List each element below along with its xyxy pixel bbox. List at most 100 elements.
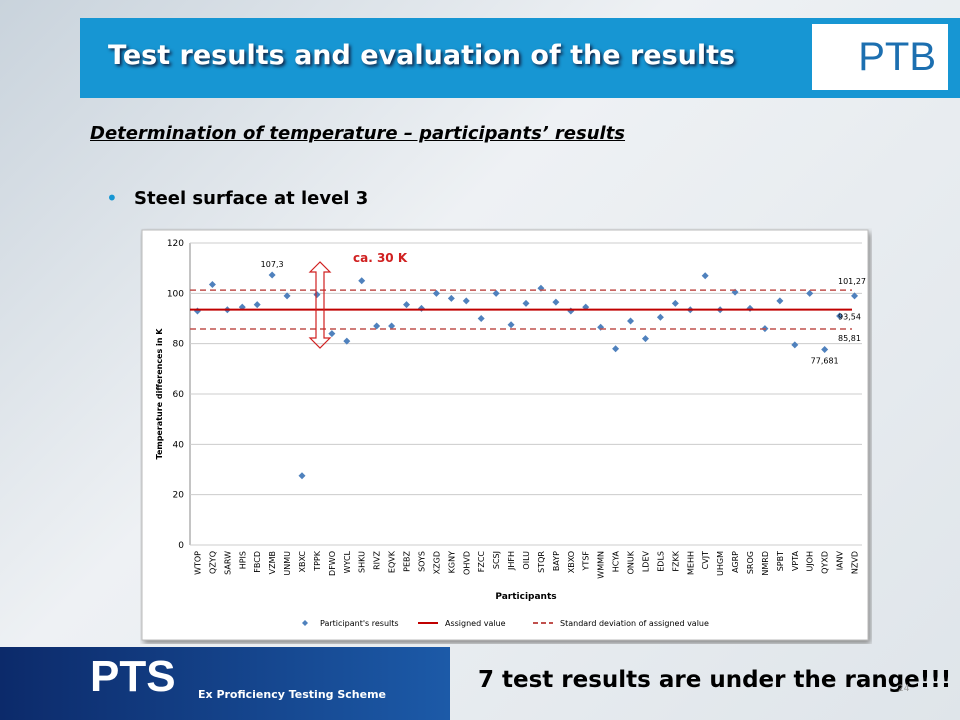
x-tick-label: CVJT bbox=[701, 551, 710, 569]
x-tick-label: QYXD bbox=[821, 551, 830, 574]
legend-label: Assigned value bbox=[445, 619, 506, 628]
value-label: 101,27 bbox=[838, 277, 866, 286]
x-tick-label: VZMB bbox=[268, 551, 277, 574]
legend-label: Participant's results bbox=[320, 619, 399, 628]
slide-title: Test results and evaluation of the resul… bbox=[108, 40, 736, 71]
x-tick-label: OILU bbox=[522, 551, 531, 570]
data-point bbox=[268, 271, 276, 279]
x-tick-label: MEHH bbox=[686, 551, 695, 575]
data-point bbox=[358, 277, 366, 285]
data-point bbox=[403, 301, 411, 309]
y-tick-label: 60 bbox=[173, 390, 185, 400]
x-tick-label: NZVD bbox=[851, 551, 860, 574]
x-tick-label: SOYS bbox=[417, 551, 426, 572]
subtitle: Determination of temperature – participa… bbox=[90, 123, 626, 144]
data-point bbox=[388, 322, 396, 330]
x-tick-label: ONUK bbox=[627, 550, 636, 574]
x-tick-label: UHGM bbox=[716, 551, 725, 576]
data-point bbox=[373, 322, 381, 330]
x-tick-label: TPPK bbox=[313, 550, 322, 572]
data-point bbox=[821, 346, 829, 354]
value-label: 93,54 bbox=[838, 313, 861, 322]
x-tick-label: PEBZ bbox=[403, 550, 412, 571]
x-tick-label: UNMU bbox=[283, 551, 292, 576]
data-point bbox=[537, 284, 545, 292]
data-point bbox=[656, 313, 664, 321]
x-tick-label: KGNY bbox=[447, 551, 456, 573]
chart-frame bbox=[141, 229, 869, 641]
x-axis-label: Participants bbox=[495, 592, 556, 602]
x-tick-label: RIVZ bbox=[373, 550, 382, 569]
data-point bbox=[701, 272, 709, 280]
x-tick-label: STQR bbox=[537, 551, 546, 573]
data-point bbox=[253, 301, 261, 309]
x-tick-label: AGRP bbox=[731, 551, 740, 573]
x-tick-label: SROG bbox=[746, 551, 755, 574]
x-tick-label: FZCC bbox=[477, 551, 486, 573]
y-tick-label: 40 bbox=[173, 440, 185, 450]
data-point bbox=[462, 297, 470, 305]
value-label: 85,81 bbox=[838, 334, 861, 343]
range-arrow bbox=[308, 261, 332, 349]
x-tick-label: OHVD bbox=[462, 551, 471, 575]
data-point bbox=[791, 341, 799, 349]
data-point bbox=[492, 289, 500, 297]
x-tick-label: SCSJ bbox=[492, 551, 501, 569]
x-tick-label: HPIS bbox=[238, 551, 247, 569]
x-tick-label: SARW bbox=[223, 551, 232, 575]
x-tick-label: BAYP bbox=[552, 551, 561, 571]
data-point bbox=[746, 304, 754, 312]
data-point bbox=[836, 312, 844, 320]
scheme-name: Ex Proficiency Testing Scheme bbox=[198, 688, 387, 701]
y-tick-label: 20 bbox=[173, 491, 185, 501]
data-point bbox=[776, 297, 784, 305]
x-tick-label: EDLS bbox=[656, 551, 665, 572]
ptb-logo: PTB bbox=[810, 22, 950, 92]
data-point bbox=[417, 304, 425, 312]
data-point bbox=[671, 299, 679, 307]
data-point bbox=[552, 298, 560, 306]
data-point bbox=[641, 335, 649, 343]
chart: 0 20 40 60 80 100 120 Temperature differences i… bbox=[141, 229, 869, 641]
x-tick-label: VPTA bbox=[791, 550, 800, 571]
annotation: ca. 30 K bbox=[353, 251, 408, 265]
x-tick-label: WTOP bbox=[193, 551, 202, 575]
bullet: Steel surface at level 3 bbox=[134, 188, 369, 209]
value-label: 77,681 bbox=[811, 357, 839, 366]
y-tick-label: 0 bbox=[178, 541, 184, 551]
data-point bbox=[851, 292, 859, 300]
value-label: 107,3 bbox=[261, 260, 284, 269]
x-tick-label: SHKU bbox=[358, 551, 367, 573]
x-tick-label: IANV bbox=[836, 550, 845, 570]
x-tick-label: QZYQ bbox=[208, 551, 217, 574]
y-axis-label: Temperature differences in K bbox=[155, 328, 164, 460]
page-number: 24 bbox=[898, 684, 910, 694]
x-tick-label: EQVK bbox=[388, 550, 397, 573]
x-tick-label: HCYA bbox=[612, 550, 621, 572]
x-tick-label: LDEV bbox=[641, 550, 650, 572]
y-tick-label: 80 bbox=[173, 340, 185, 350]
data-point bbox=[612, 345, 620, 353]
x-tick-label: DFWO bbox=[328, 551, 337, 576]
data-point bbox=[447, 294, 455, 302]
x-tick-label: XZGD bbox=[432, 551, 441, 574]
x-tick-label: WYCL bbox=[343, 550, 352, 573]
data-point bbox=[522, 299, 530, 307]
x-tick-label: FZKK bbox=[671, 550, 680, 571]
x-tick-label: FBCD bbox=[253, 551, 262, 573]
legend-marker bbox=[302, 620, 308, 626]
data-point bbox=[507, 321, 515, 329]
x-tick-label: JHFH bbox=[507, 551, 516, 571]
data-point bbox=[298, 472, 306, 480]
data-point bbox=[477, 315, 485, 322]
data-point bbox=[806, 289, 814, 297]
y-tick-label: 100 bbox=[167, 289, 184, 299]
x-tick-label: XBXO bbox=[567, 551, 576, 573]
pts-logo: PTS bbox=[90, 652, 176, 701]
y-tick-label: 120 bbox=[167, 239, 184, 249]
data-point bbox=[283, 292, 291, 300]
x-tick-label: WMMN bbox=[597, 551, 606, 579]
x-tick-label: NMRD bbox=[761, 551, 770, 576]
data-point bbox=[343, 337, 351, 345]
